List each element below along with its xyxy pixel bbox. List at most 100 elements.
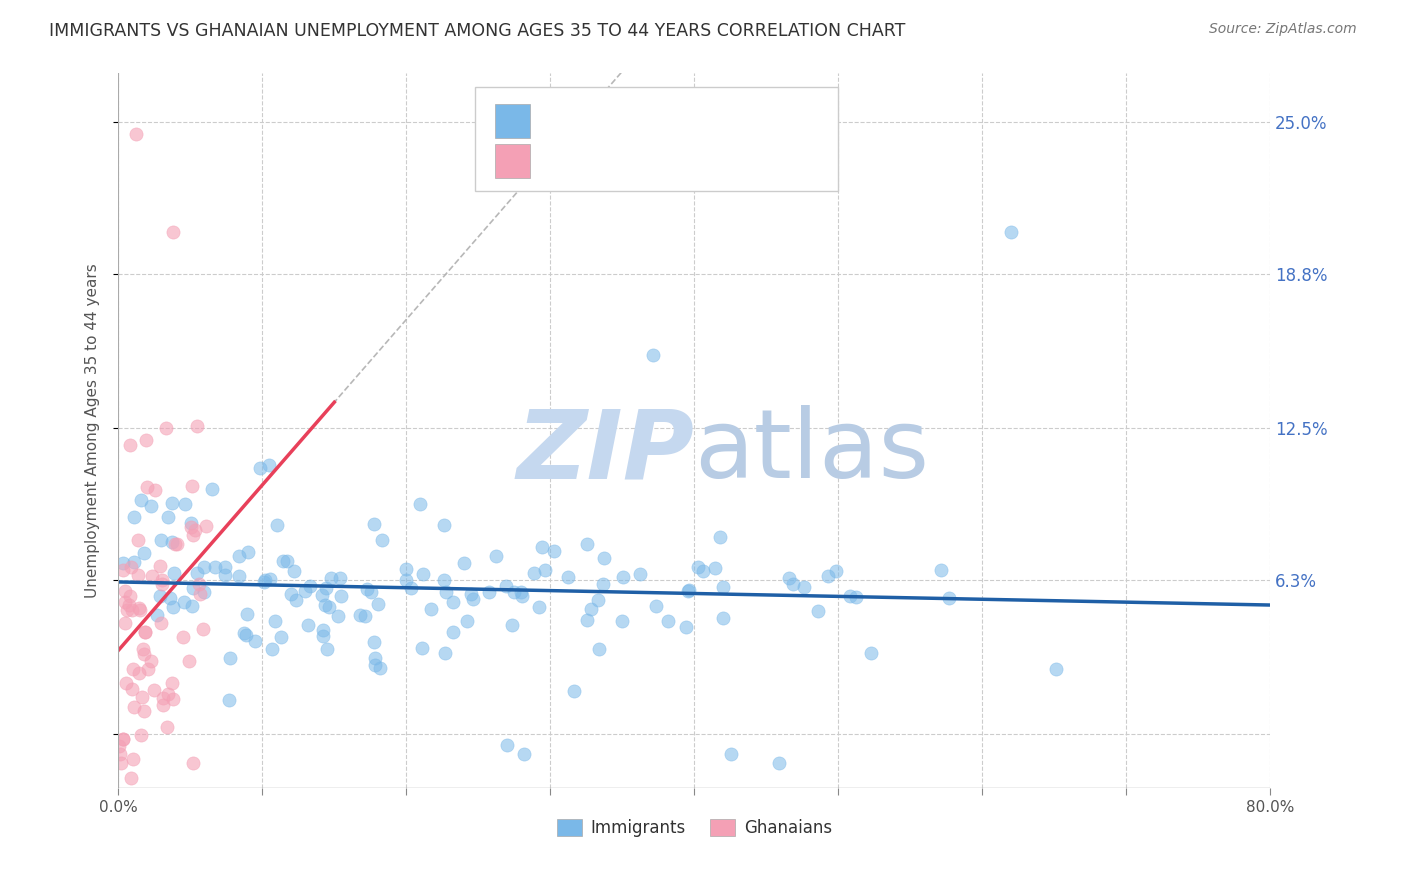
Point bbox=[280, 587, 302, 601]
Point bbox=[180, 599, 202, 613]
Point bbox=[845, 591, 868, 605]
Point bbox=[510, 589, 533, 603]
Point bbox=[228, 549, 250, 563]
Point bbox=[259, 572, 281, 586]
Point bbox=[360, 585, 382, 599]
Point bbox=[120, 559, 142, 574]
Point bbox=[628, 566, 651, 581]
Point bbox=[233, 626, 256, 640]
Point bbox=[259, 458, 281, 472]
Point bbox=[183, 756, 205, 771]
Text: Source: ZipAtlas.com: Source: ZipAtlas.com bbox=[1209, 22, 1357, 37]
Point bbox=[513, 747, 536, 761]
Point bbox=[364, 651, 387, 665]
Point bbox=[115, 603, 138, 617]
Point bbox=[354, 608, 377, 623]
Point bbox=[778, 572, 800, 586]
Point bbox=[162, 599, 184, 614]
Point bbox=[711, 580, 734, 594]
Point bbox=[453, 556, 475, 570]
Text: R =: R = bbox=[541, 112, 579, 130]
Point bbox=[122, 663, 145, 677]
Point bbox=[501, 618, 523, 632]
Point bbox=[236, 545, 259, 559]
Point bbox=[214, 559, 236, 574]
Point bbox=[709, 530, 731, 544]
Point bbox=[564, 684, 586, 698]
Point bbox=[782, 577, 804, 591]
Point bbox=[311, 623, 333, 637]
Point bbox=[311, 589, 333, 603]
Point bbox=[193, 559, 215, 574]
Point bbox=[129, 492, 152, 507]
Point bbox=[610, 614, 633, 628]
Point bbox=[118, 589, 141, 603]
Point bbox=[929, 563, 952, 577]
Point bbox=[108, 739, 131, 754]
Point bbox=[236, 607, 259, 622]
Point bbox=[441, 595, 464, 609]
Point bbox=[586, 593, 609, 607]
Point bbox=[186, 419, 208, 434]
Point bbox=[204, 560, 226, 574]
Point bbox=[149, 558, 172, 573]
Point bbox=[720, 747, 742, 761]
Point bbox=[460, 587, 482, 601]
Point bbox=[657, 615, 679, 629]
Point bbox=[180, 516, 202, 531]
Point bbox=[179, 653, 201, 667]
Point bbox=[136, 662, 159, 676]
Point bbox=[579, 601, 602, 615]
Point bbox=[124, 127, 146, 141]
Point bbox=[193, 585, 215, 599]
Point bbox=[183, 582, 205, 596]
Point bbox=[183, 523, 205, 537]
Point bbox=[478, 585, 501, 599]
FancyBboxPatch shape bbox=[495, 144, 530, 178]
Point bbox=[692, 564, 714, 578]
Point bbox=[575, 613, 598, 627]
Point bbox=[557, 570, 579, 584]
Point bbox=[143, 483, 166, 498]
Point bbox=[703, 561, 725, 575]
Point bbox=[253, 574, 276, 589]
Point bbox=[503, 584, 526, 599]
Point bbox=[509, 584, 531, 599]
Point bbox=[118, 438, 141, 452]
Point bbox=[312, 629, 335, 643]
Text: ZIP: ZIP bbox=[516, 405, 695, 499]
Point bbox=[523, 566, 546, 581]
Point bbox=[129, 602, 152, 616]
Point bbox=[152, 690, 174, 705]
Point bbox=[817, 569, 839, 583]
Point bbox=[412, 566, 434, 581]
Point bbox=[186, 566, 208, 581]
Point bbox=[118, 598, 141, 612]
Point bbox=[768, 756, 790, 771]
Point bbox=[156, 687, 179, 701]
Point bbox=[122, 555, 145, 569]
Point bbox=[641, 347, 664, 361]
Text: IMMIGRANTS VS GHANAIAN UNEMPLOYMENT AMONG AGES 35 TO 44 YEARS CORRELATION CHART: IMMIGRANTS VS GHANAIAN UNEMPLOYMENT AMON… bbox=[49, 22, 905, 40]
Point bbox=[245, 634, 267, 648]
Point bbox=[163, 566, 186, 580]
Point bbox=[136, 480, 159, 494]
Point bbox=[115, 676, 138, 690]
Point bbox=[496, 738, 519, 752]
Point bbox=[461, 592, 484, 607]
Point bbox=[235, 628, 257, 642]
Point bbox=[249, 461, 271, 475]
Point bbox=[329, 571, 352, 585]
Point bbox=[262, 641, 284, 656]
Point bbox=[283, 564, 305, 578]
Point bbox=[543, 543, 565, 558]
Point bbox=[576, 537, 599, 551]
Point bbox=[263, 614, 285, 628]
Point bbox=[139, 654, 162, 668]
Point bbox=[162, 691, 184, 706]
Point bbox=[111, 731, 134, 746]
Text: 67: 67 bbox=[720, 152, 747, 169]
Point bbox=[201, 482, 224, 496]
Point bbox=[270, 630, 292, 644]
Point bbox=[135, 433, 157, 447]
